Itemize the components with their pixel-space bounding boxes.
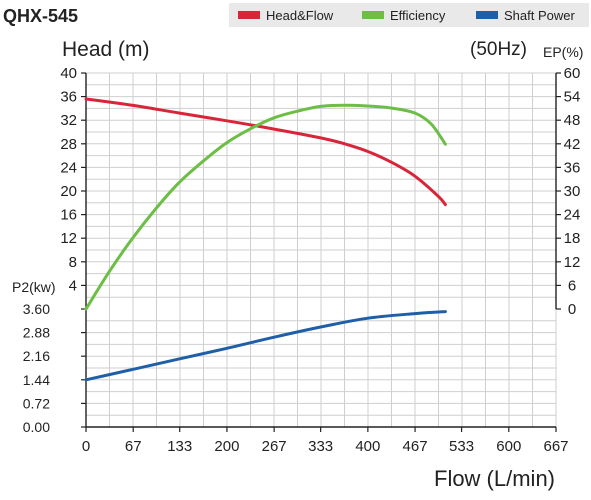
flow-tick-label: 600 [496,438,521,455]
ep-axis-label: EP(%) [543,44,583,60]
ep-tick-label: 24 [564,207,581,224]
flow-tick-label: 467 [403,438,428,455]
ep-tick-label: 18 [564,230,581,247]
flow-tick-label: 267 [262,438,287,455]
p2-tick-label: 2.16 [23,348,50,364]
ep-tick-label: 30 [564,183,581,200]
legend-swatch-head-flow [238,11,260,19]
ep-tick-label: 48 [564,112,581,129]
p2-tick-label: 3.60 [23,301,50,317]
ep-tick-label: 36 [564,159,581,176]
head-tick-label: 24 [60,159,77,176]
flow-axis-label: Flow (L/min) [434,466,555,491]
flow-tick-label: 333 [308,438,333,455]
flow-tick-label: 667 [543,438,568,455]
flow-tick-label: 0 [82,438,90,455]
legend-swatch-shaft-power [476,11,498,19]
axes [81,72,561,432]
head-axis-label: Head (m) [62,38,150,61]
p2-axis-label: P2(kw) [12,279,56,295]
flow-tick-label: 200 [214,438,239,455]
ep-tick-label: 6 [568,277,576,294]
ep-tick-label: 42 [564,136,581,153]
legend-label-head-flow: Head&Flow [266,8,334,23]
flow-tick-label: 67 [125,438,142,455]
head-tick-label: 28 [60,136,77,153]
legend-label-efficiency: Efficiency [390,8,446,23]
series [84,97,447,382]
head-tick-label: 32 [60,112,77,129]
head-tick-label: 20 [60,183,77,200]
head-tick-label: 12 [60,230,77,247]
chart-title: QHX-545 [3,6,78,26]
ep-tick-label: 12 [564,254,581,271]
series-line-efficiency [84,103,447,311]
legend-box [229,3,589,27]
legend: Head&Flow Efficiency Shaft Power [229,3,589,27]
legend-swatch-efficiency [362,11,384,19]
tick-labels: 481216202428323640061218243036424854600.… [23,65,581,455]
flow-tick-label: 533 [449,438,474,455]
head-tick-label: 4 [69,277,77,294]
p2-tick-label: 0.72 [23,395,50,411]
ep-tick-label: 60 [564,65,581,82]
series-line-head-flow [84,97,447,207]
head-tick-label: 16 [60,207,77,224]
p2-tick-label: 1.44 [23,372,50,388]
flow-tick-label: 400 [355,438,380,455]
p2-tick-label: 2.88 [23,325,50,341]
ep-tick-label: 54 [564,89,581,106]
legend-label-shaft-power: Shaft Power [504,8,575,23]
flow-tick-label: 133 [167,438,192,455]
ep-tick-label: 0 [568,301,576,318]
head-tick-label: 8 [69,254,77,271]
frequency-label: (50Hz) [470,39,527,60]
series-line-shaft-power [84,310,447,382]
grid [86,72,557,428]
head-tick-label: 40 [60,65,77,82]
p2-tick-label: 0.00 [23,419,50,435]
head-tick-label: 36 [60,89,77,106]
